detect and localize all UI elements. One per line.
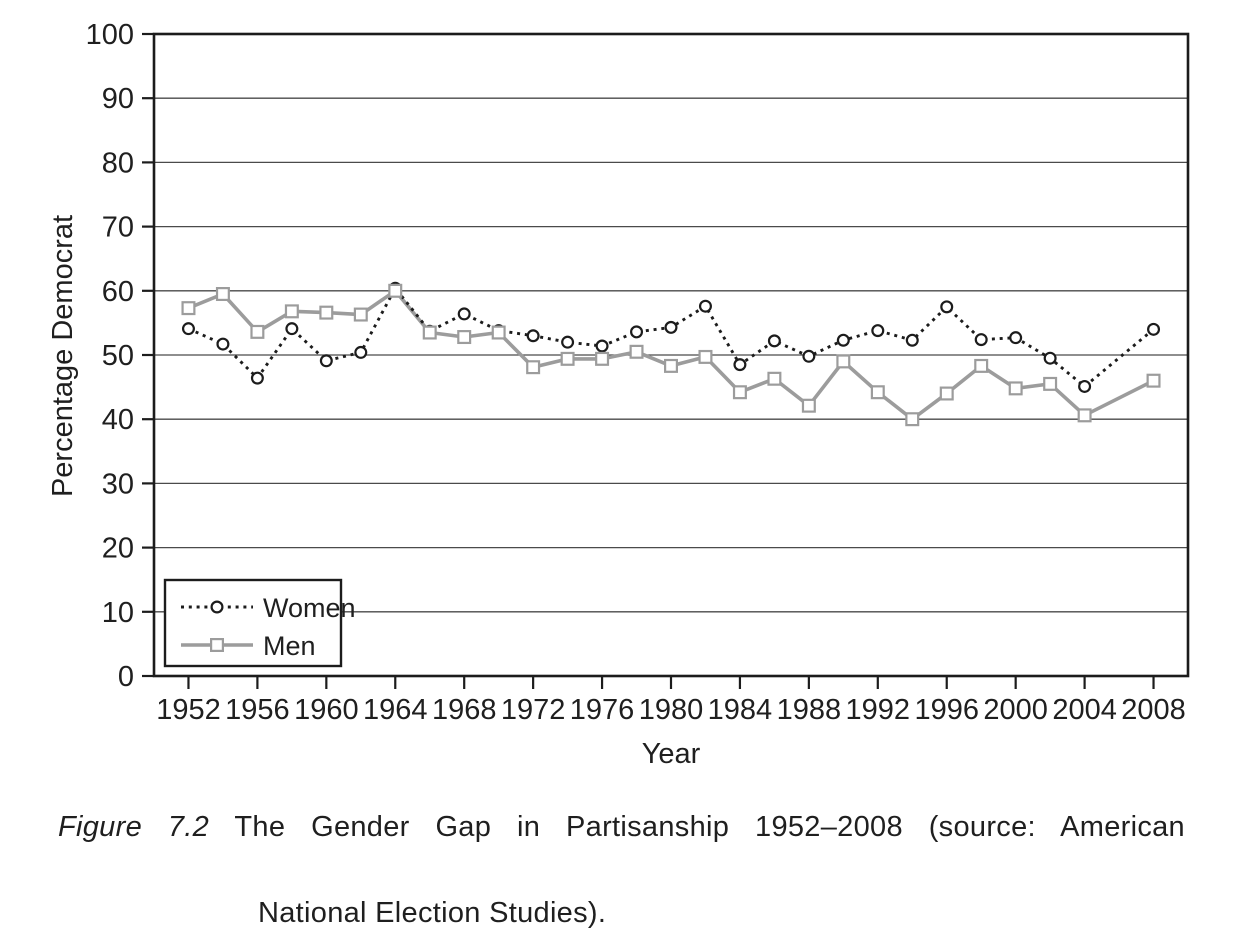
y-tick-label: 30 <box>102 468 134 500</box>
men-data-point <box>215 287 230 302</box>
women-data-point <box>1078 379 1092 393</box>
x-tick-label: 1952 <box>156 694 221 726</box>
women-data-point <box>698 299 712 313</box>
women-data-point <box>871 324 885 338</box>
x-tick-label: 2008 <box>1121 694 1186 726</box>
women-data-point <box>940 300 954 314</box>
women-data-point <box>1147 322 1161 336</box>
x-tick-label: 1960 <box>294 694 359 726</box>
men-data-point <box>319 305 334 320</box>
men-data-point <box>595 351 610 366</box>
x-tick-label: 1956 <box>225 694 290 726</box>
x-tick-label: 1980 <box>639 694 704 726</box>
caption-line-1: Figure 7.2 The Gender Gap in Partisanshi… <box>58 806 1185 892</box>
women-data-point <box>285 322 299 336</box>
men-data-point <box>1146 373 1161 388</box>
men-data-point <box>974 358 989 373</box>
x-tick-label: 1968 <box>432 694 497 726</box>
women-data-point <box>319 354 333 368</box>
x-tick-label: 1984 <box>708 694 773 726</box>
y-tick-label: 80 <box>102 147 134 179</box>
y-tick-label: 10 <box>102 597 134 629</box>
men-series-line <box>187 288 1155 422</box>
women-data-point <box>905 333 919 347</box>
caption-text-line2: National Election Studies). <box>258 897 607 929</box>
y-axis-title: Percentage Democrat <box>47 215 79 497</box>
women-data-point <box>974 333 988 347</box>
x-tick-label: 1996 <box>914 694 979 726</box>
men-data-point <box>767 371 782 386</box>
women-data-point <box>457 307 471 321</box>
women-data-point <box>561 335 575 349</box>
y-tick-label: 50 <box>102 340 134 372</box>
women-data-point <box>250 371 264 385</box>
men-data-point <box>870 385 885 400</box>
legend-label-men: Men <box>263 631 316 661</box>
women-data-point <box>802 349 816 363</box>
x-axis-title: Year <box>642 738 701 770</box>
y-tick-label: 70 <box>102 212 134 244</box>
men-data-point <box>1077 408 1092 423</box>
men-data-point <box>353 307 368 322</box>
men-data-point <box>1043 376 1058 391</box>
women-data-point <box>767 334 781 348</box>
x-tick-label: 1964 <box>363 694 428 726</box>
men-data-point <box>801 398 816 413</box>
men-data-point <box>457 330 472 345</box>
caption-text-line1: The Gender Gap in Partisanship 1952–2008… <box>234 811 1185 843</box>
women-data-point <box>1009 331 1023 345</box>
y-tick-label: 60 <box>102 276 134 308</box>
women-data-point <box>664 320 678 334</box>
women-data-point <box>526 329 540 343</box>
men-data-point <box>939 386 954 401</box>
men-data-point <box>1008 381 1023 396</box>
women-data-point <box>733 358 747 372</box>
women-data-point <box>1043 351 1057 365</box>
men-data-point <box>250 324 265 339</box>
women-data-point <box>216 337 230 351</box>
men-data-point <box>629 344 644 359</box>
men-data-point <box>836 354 851 369</box>
figure-number-label: Figure 7.2 <box>58 811 210 843</box>
women-data-point <box>630 325 644 339</box>
x-tick-label: 1972 <box>501 694 566 726</box>
y-tick-label: 100 <box>86 19 134 51</box>
men-data-point <box>181 301 196 316</box>
men-data-point <box>905 412 920 427</box>
men-data-point <box>491 325 506 340</box>
legend-label-women: Women <box>263 593 356 623</box>
x-tick-label: 2000 <box>983 694 1048 726</box>
x-tick-label: 1992 <box>846 694 911 726</box>
x-tick-label: 1976 <box>570 694 635 726</box>
women-series-line <box>187 286 1155 388</box>
men-data-point <box>698 349 713 364</box>
y-tick-label: 90 <box>102 83 134 115</box>
y-tick-label: 20 <box>102 533 134 565</box>
women-data-point <box>836 333 850 347</box>
men-data-point <box>388 283 403 298</box>
figure-caption: Figure 7.2 The Gender Gap in Partisanshi… <box>58 806 1185 935</box>
y-tick-label: 40 <box>102 404 134 436</box>
men-data-point <box>732 385 747 400</box>
women-data-point <box>595 339 609 353</box>
legend-men-marker <box>210 637 225 652</box>
y-tick-label: 0 <box>118 661 134 693</box>
x-tick-label: 2004 <box>1052 694 1117 726</box>
men-data-point <box>422 325 437 340</box>
men-data-point <box>663 358 678 373</box>
men-data-point <box>284 304 299 319</box>
women-data-point <box>181 322 195 336</box>
x-tick-label: 1988 <box>777 694 842 726</box>
men-data-point <box>526 360 541 375</box>
men-data-point <box>560 351 575 366</box>
legend-box <box>163 578 343 668</box>
legend-women-marker <box>210 600 224 614</box>
women-data-point <box>354 345 368 359</box>
